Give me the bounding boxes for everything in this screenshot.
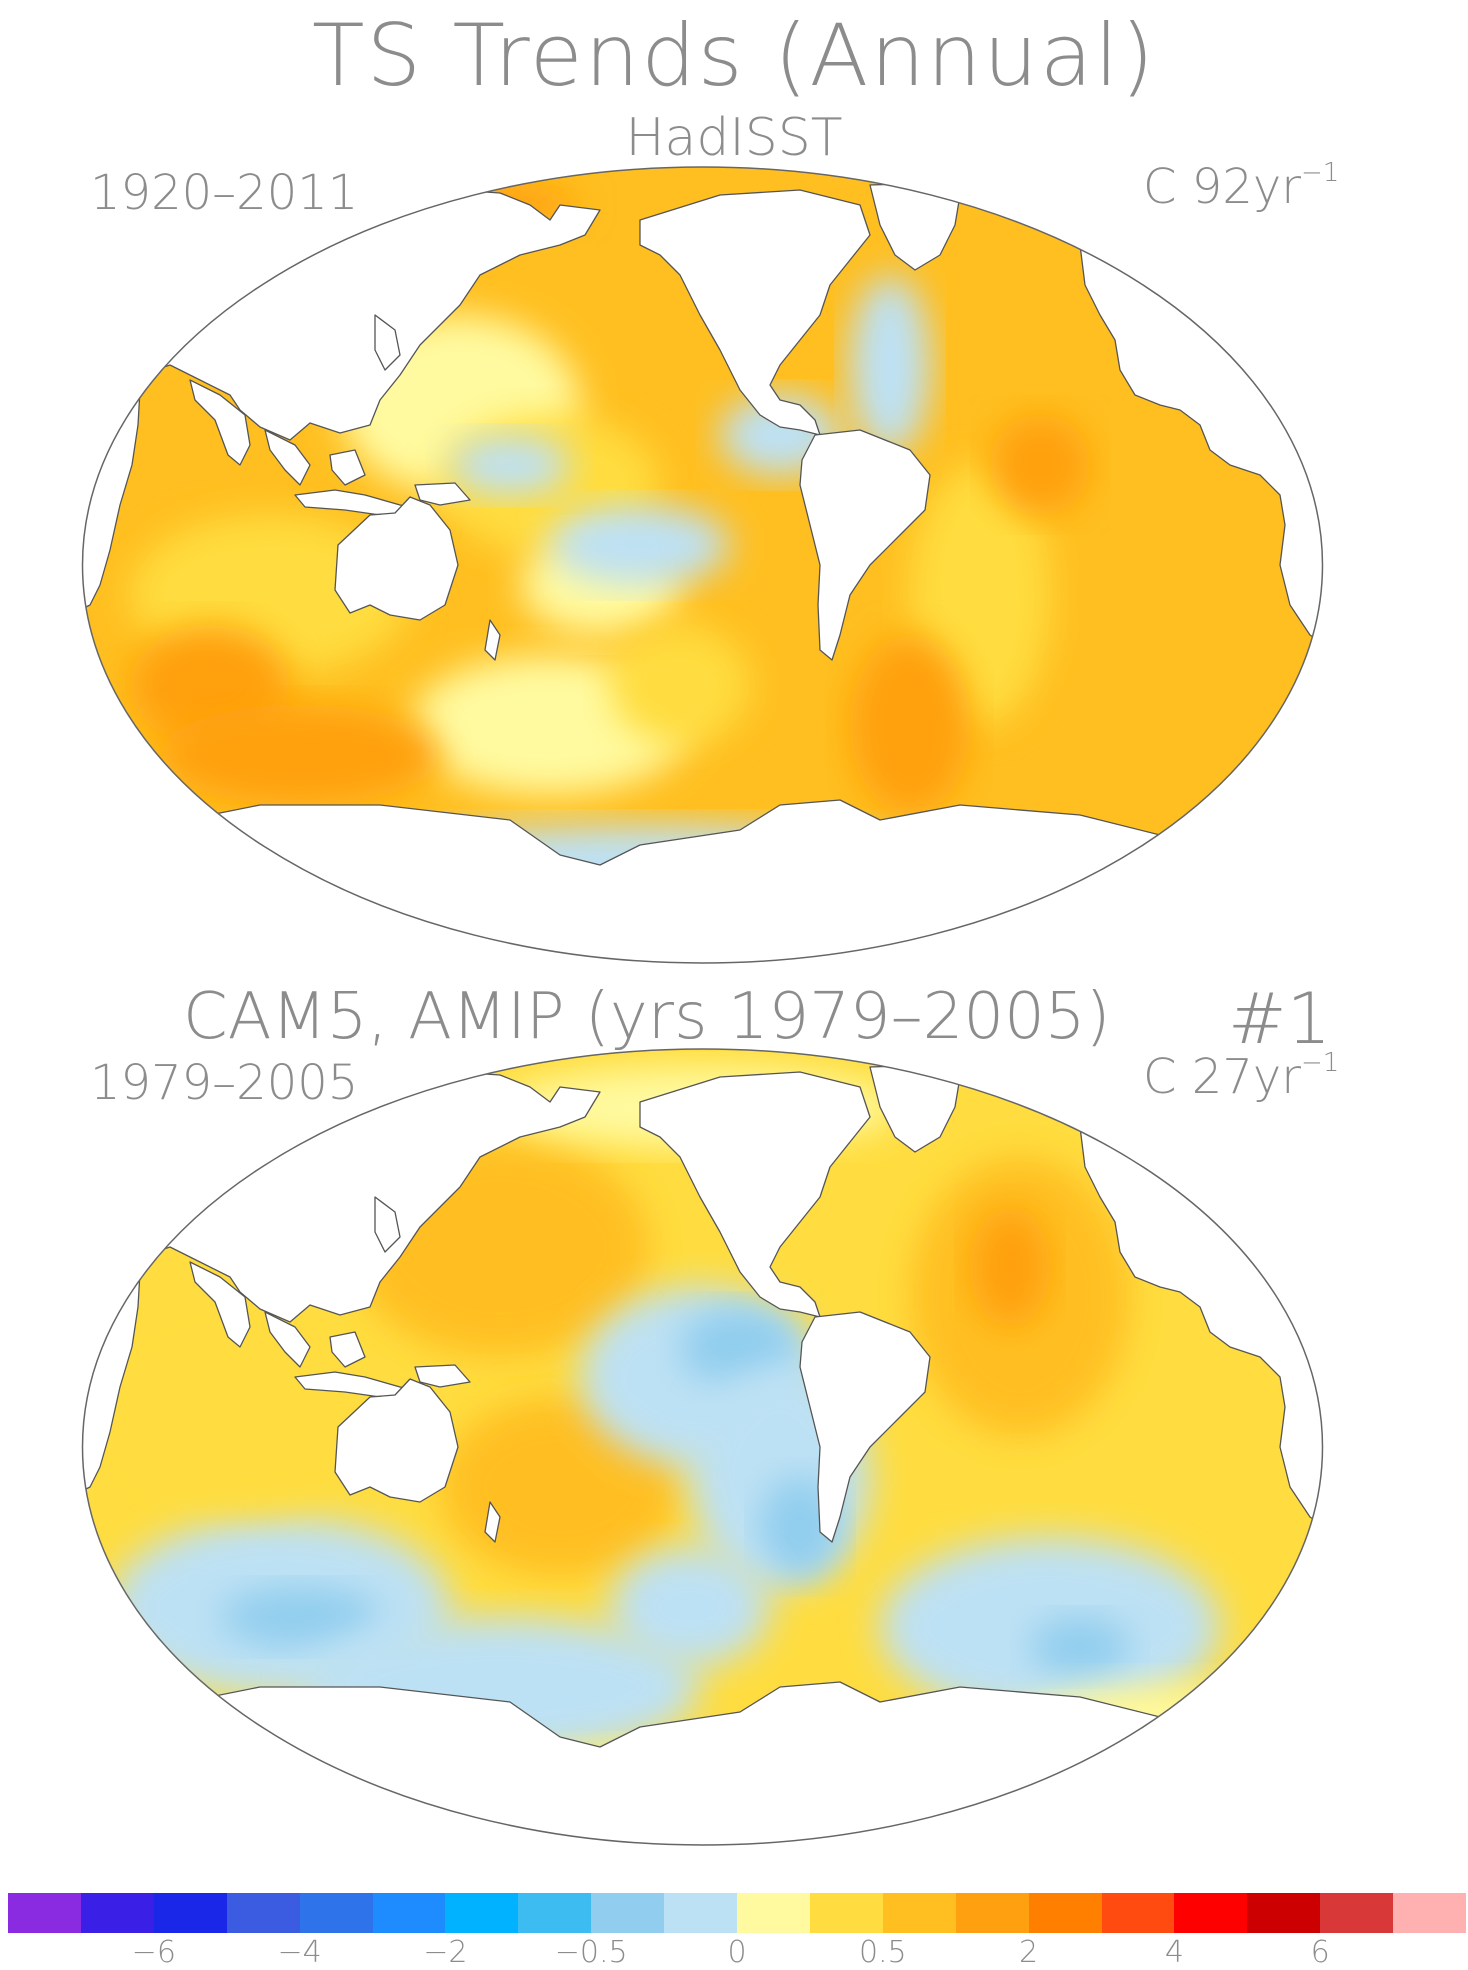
land-borneo-ng bbox=[329, 1331, 471, 1388]
colorbar-swatch bbox=[226, 1893, 301, 1933]
land-north-america bbox=[639, 1071, 871, 1318]
trend-region bbox=[610, 1547, 770, 1667]
colorbar-swatch bbox=[1101, 1893, 1175, 1933]
panel1-unit-text: C 92yr bbox=[1143, 159, 1301, 215]
land-north-america bbox=[639, 189, 871, 436]
panel2-unit-text: C 27yr bbox=[1143, 1049, 1301, 1105]
colorbar-swatch bbox=[1320, 1893, 1394, 1933]
map-hadisst bbox=[81, 166, 1324, 964]
trend-region bbox=[450, 435, 570, 495]
colorbar-swatch bbox=[518, 1893, 592, 1933]
map-frame bbox=[81, 1048, 1324, 1846]
trend-region bbox=[680, 1307, 800, 1387]
colorbar-tick-label: 0 bbox=[727, 1935, 747, 1970]
colorbar-swatch bbox=[809, 1893, 884, 1933]
panel1-units: C 92yr−1 bbox=[1143, 158, 1339, 215]
trend-region bbox=[1030, 1617, 1130, 1677]
land-se-asia bbox=[264, 429, 311, 486]
figure-title: TS Trends (Annual) bbox=[311, 6, 1156, 106]
land-south-america bbox=[799, 1311, 931, 1543]
colorbar-swatch bbox=[8, 1893, 82, 1933]
land-new-zealand bbox=[484, 1501, 501, 1543]
trend-region bbox=[160, 705, 440, 805]
trend-region bbox=[220, 1587, 380, 1647]
colorbar-swatch bbox=[299, 1893, 373, 1933]
colorbar-labels: −6 −4 −2 −0.5 0 0.5 2 4 6 bbox=[8, 1935, 1466, 1970]
land-borneo-ng bbox=[329, 449, 471, 506]
colorbar-swatch bbox=[153, 1893, 228, 1933]
map-frame bbox=[81, 166, 1324, 964]
colorbar-tick-label: 0.5 bbox=[858, 1935, 907, 1970]
trend-region bbox=[550, 505, 730, 585]
colorbar-swatch bbox=[955, 1893, 1030, 1933]
land-new-zealand bbox=[484, 619, 501, 661]
trend-region bbox=[970, 1207, 1050, 1327]
land-australia bbox=[334, 496, 459, 621]
colorbar-swatch bbox=[882, 1893, 957, 1933]
colorbar-swatch bbox=[1247, 1893, 1321, 1933]
dataset-subtitle: HadISST bbox=[625, 108, 843, 168]
colorbar-swatch bbox=[664, 1893, 738, 1933]
land-japan bbox=[374, 1196, 401, 1253]
panel2-period: 1979–2005 bbox=[90, 1055, 359, 1111]
map-cam5-amip bbox=[81, 1048, 1324, 1846]
colorbar-tick-label: 6 bbox=[1310, 1935, 1330, 1970]
colorbar-tick-label: −0.5 bbox=[554, 1935, 628, 1970]
panel2-units: C 27yr−1 bbox=[1143, 1048, 1339, 1105]
land-india bbox=[189, 379, 251, 466]
trend-region bbox=[140, 1347, 360, 1507]
trend-region bbox=[850, 275, 930, 455]
trend-region bbox=[850, 635, 970, 815]
colorbar bbox=[8, 1893, 1467, 1933]
panel1-period: 1920–2011 bbox=[90, 165, 359, 221]
land-australia bbox=[334, 1378, 459, 1503]
colorbar-tick-label: 2 bbox=[1019, 1935, 1039, 1970]
colorbar-tick-label: −6 bbox=[131, 1935, 176, 1970]
colorbar-tick-label: −4 bbox=[277, 1935, 322, 1970]
trend-region bbox=[990, 415, 1090, 515]
colorbar-tick-label: −2 bbox=[423, 1935, 468, 1970]
colorbar-swatch bbox=[372, 1893, 446, 1933]
panel2-unit-exponent: −1 bbox=[1301, 1048, 1340, 1078]
panel1-unit-exponent: −1 bbox=[1301, 158, 1340, 188]
panel2-run-number: #1 bbox=[1228, 978, 1332, 1060]
colorbar-swatch bbox=[737, 1893, 811, 1933]
colorbar-tick-label: 4 bbox=[1164, 1935, 1184, 1970]
land-south-america bbox=[799, 429, 931, 661]
colorbar-swatch bbox=[591, 1893, 665, 1933]
colorbar-swatch bbox=[1028, 1893, 1102, 1933]
colorbar-swatch bbox=[445, 1893, 519, 1933]
trend-region bbox=[610, 625, 750, 745]
land-india bbox=[189, 1261, 251, 1348]
colorbar-swatch bbox=[1174, 1893, 1248, 1933]
trend-region bbox=[180, 1057, 380, 1117]
land-se-asia bbox=[264, 1311, 311, 1368]
colorbar-swatch bbox=[80, 1893, 155, 1933]
colorbar-swatch bbox=[1393, 1893, 1467, 1933]
panel2-title: CAM5, AMIP (yrs 1979–2005) bbox=[183, 980, 1111, 1054]
land-japan bbox=[374, 314, 401, 371]
